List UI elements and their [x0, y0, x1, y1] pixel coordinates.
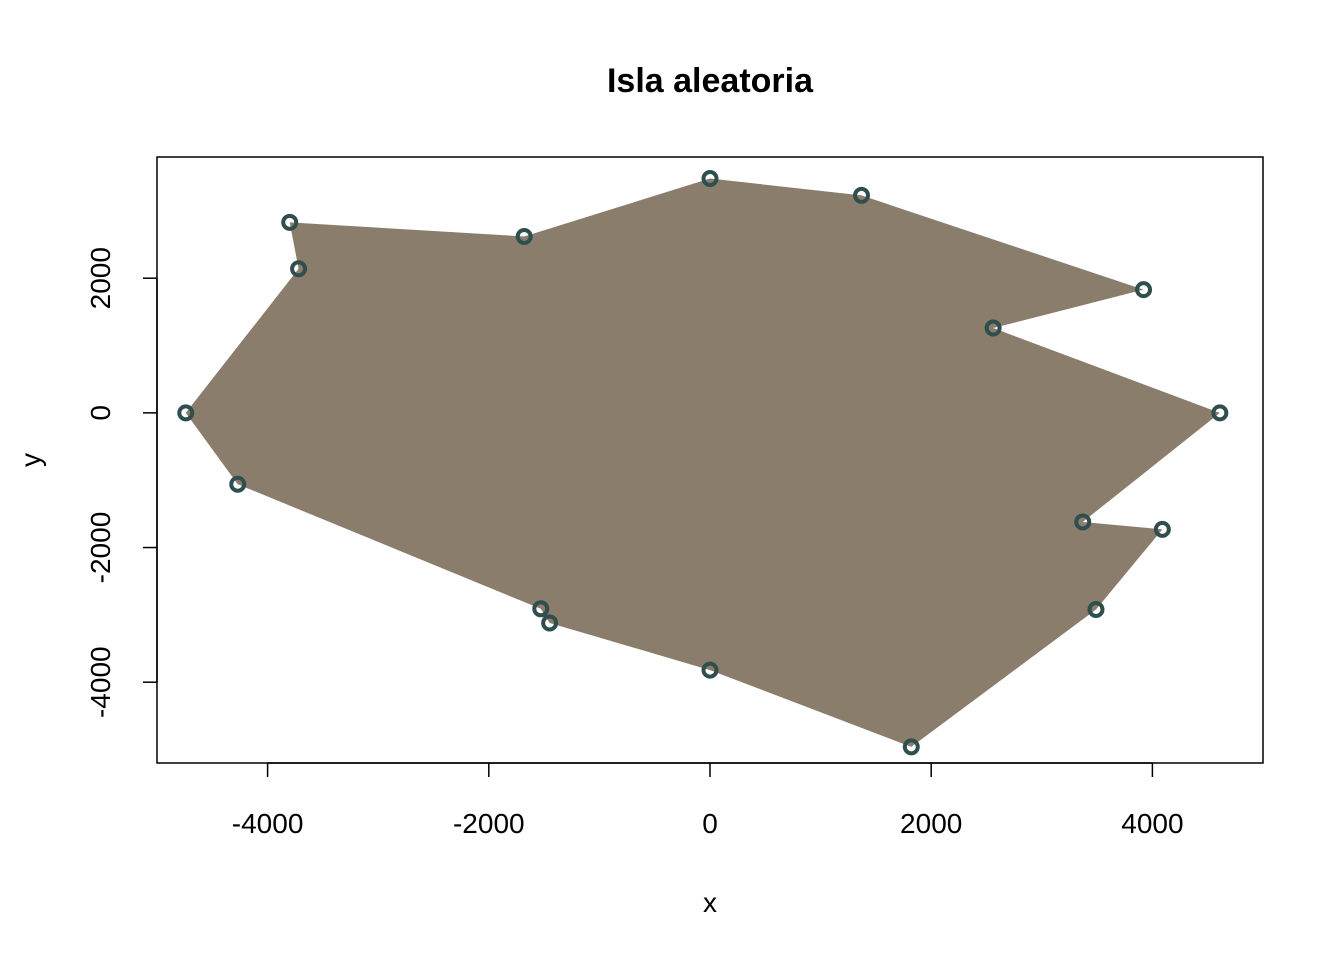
x-tick-label-4: 4000 [1121, 808, 1183, 839]
data-point-16 [515, 227, 533, 245]
x-tick-label-2: 0 [702, 808, 718, 839]
island-polygon-layer [185, 178, 1220, 747]
y-tick-label-1: -2000 [85, 512, 116, 584]
data-point-14 [290, 260, 308, 278]
data-point-15 [281, 213, 299, 231]
data-points-layer [177, 170, 1229, 756]
y-tick-label-3: 2000 [85, 247, 116, 309]
data-point-2 [1135, 281, 1153, 299]
data-point-4 [1211, 404, 1229, 422]
data-point-5 [1074, 513, 1092, 531]
y-tick-label-2: 0 [85, 405, 116, 421]
data-point-8 [902, 738, 920, 756]
x-tick-label-0: -4000 [232, 808, 304, 839]
data-point-1 [853, 186, 871, 204]
island-polygon [185, 178, 1220, 747]
data-point-10 [541, 614, 559, 632]
data-point-0 [701, 170, 719, 188]
data-point-13 [177, 404, 195, 422]
data-point-9 [701, 661, 719, 679]
data-point-3 [984, 319, 1002, 337]
y-tick-label-0: -4000 [85, 646, 116, 718]
chart-title: Isla aleatoria [607, 62, 814, 100]
data-point-6 [1153, 520, 1171, 538]
y-axis-label: y [15, 453, 46, 467]
data-point-11 [532, 600, 550, 618]
x-tick-label-3: 2000 [900, 808, 962, 839]
data-point-12 [229, 475, 247, 493]
x-tick-label-1: -2000 [453, 808, 525, 839]
data-point-7 [1087, 600, 1105, 618]
y-axis: -4000 -2000 0 2000 [85, 247, 158, 718]
x-axis-label: x [703, 887, 717, 918]
x-axis: -4000 -2000 0 2000 4000 [232, 762, 1184, 839]
